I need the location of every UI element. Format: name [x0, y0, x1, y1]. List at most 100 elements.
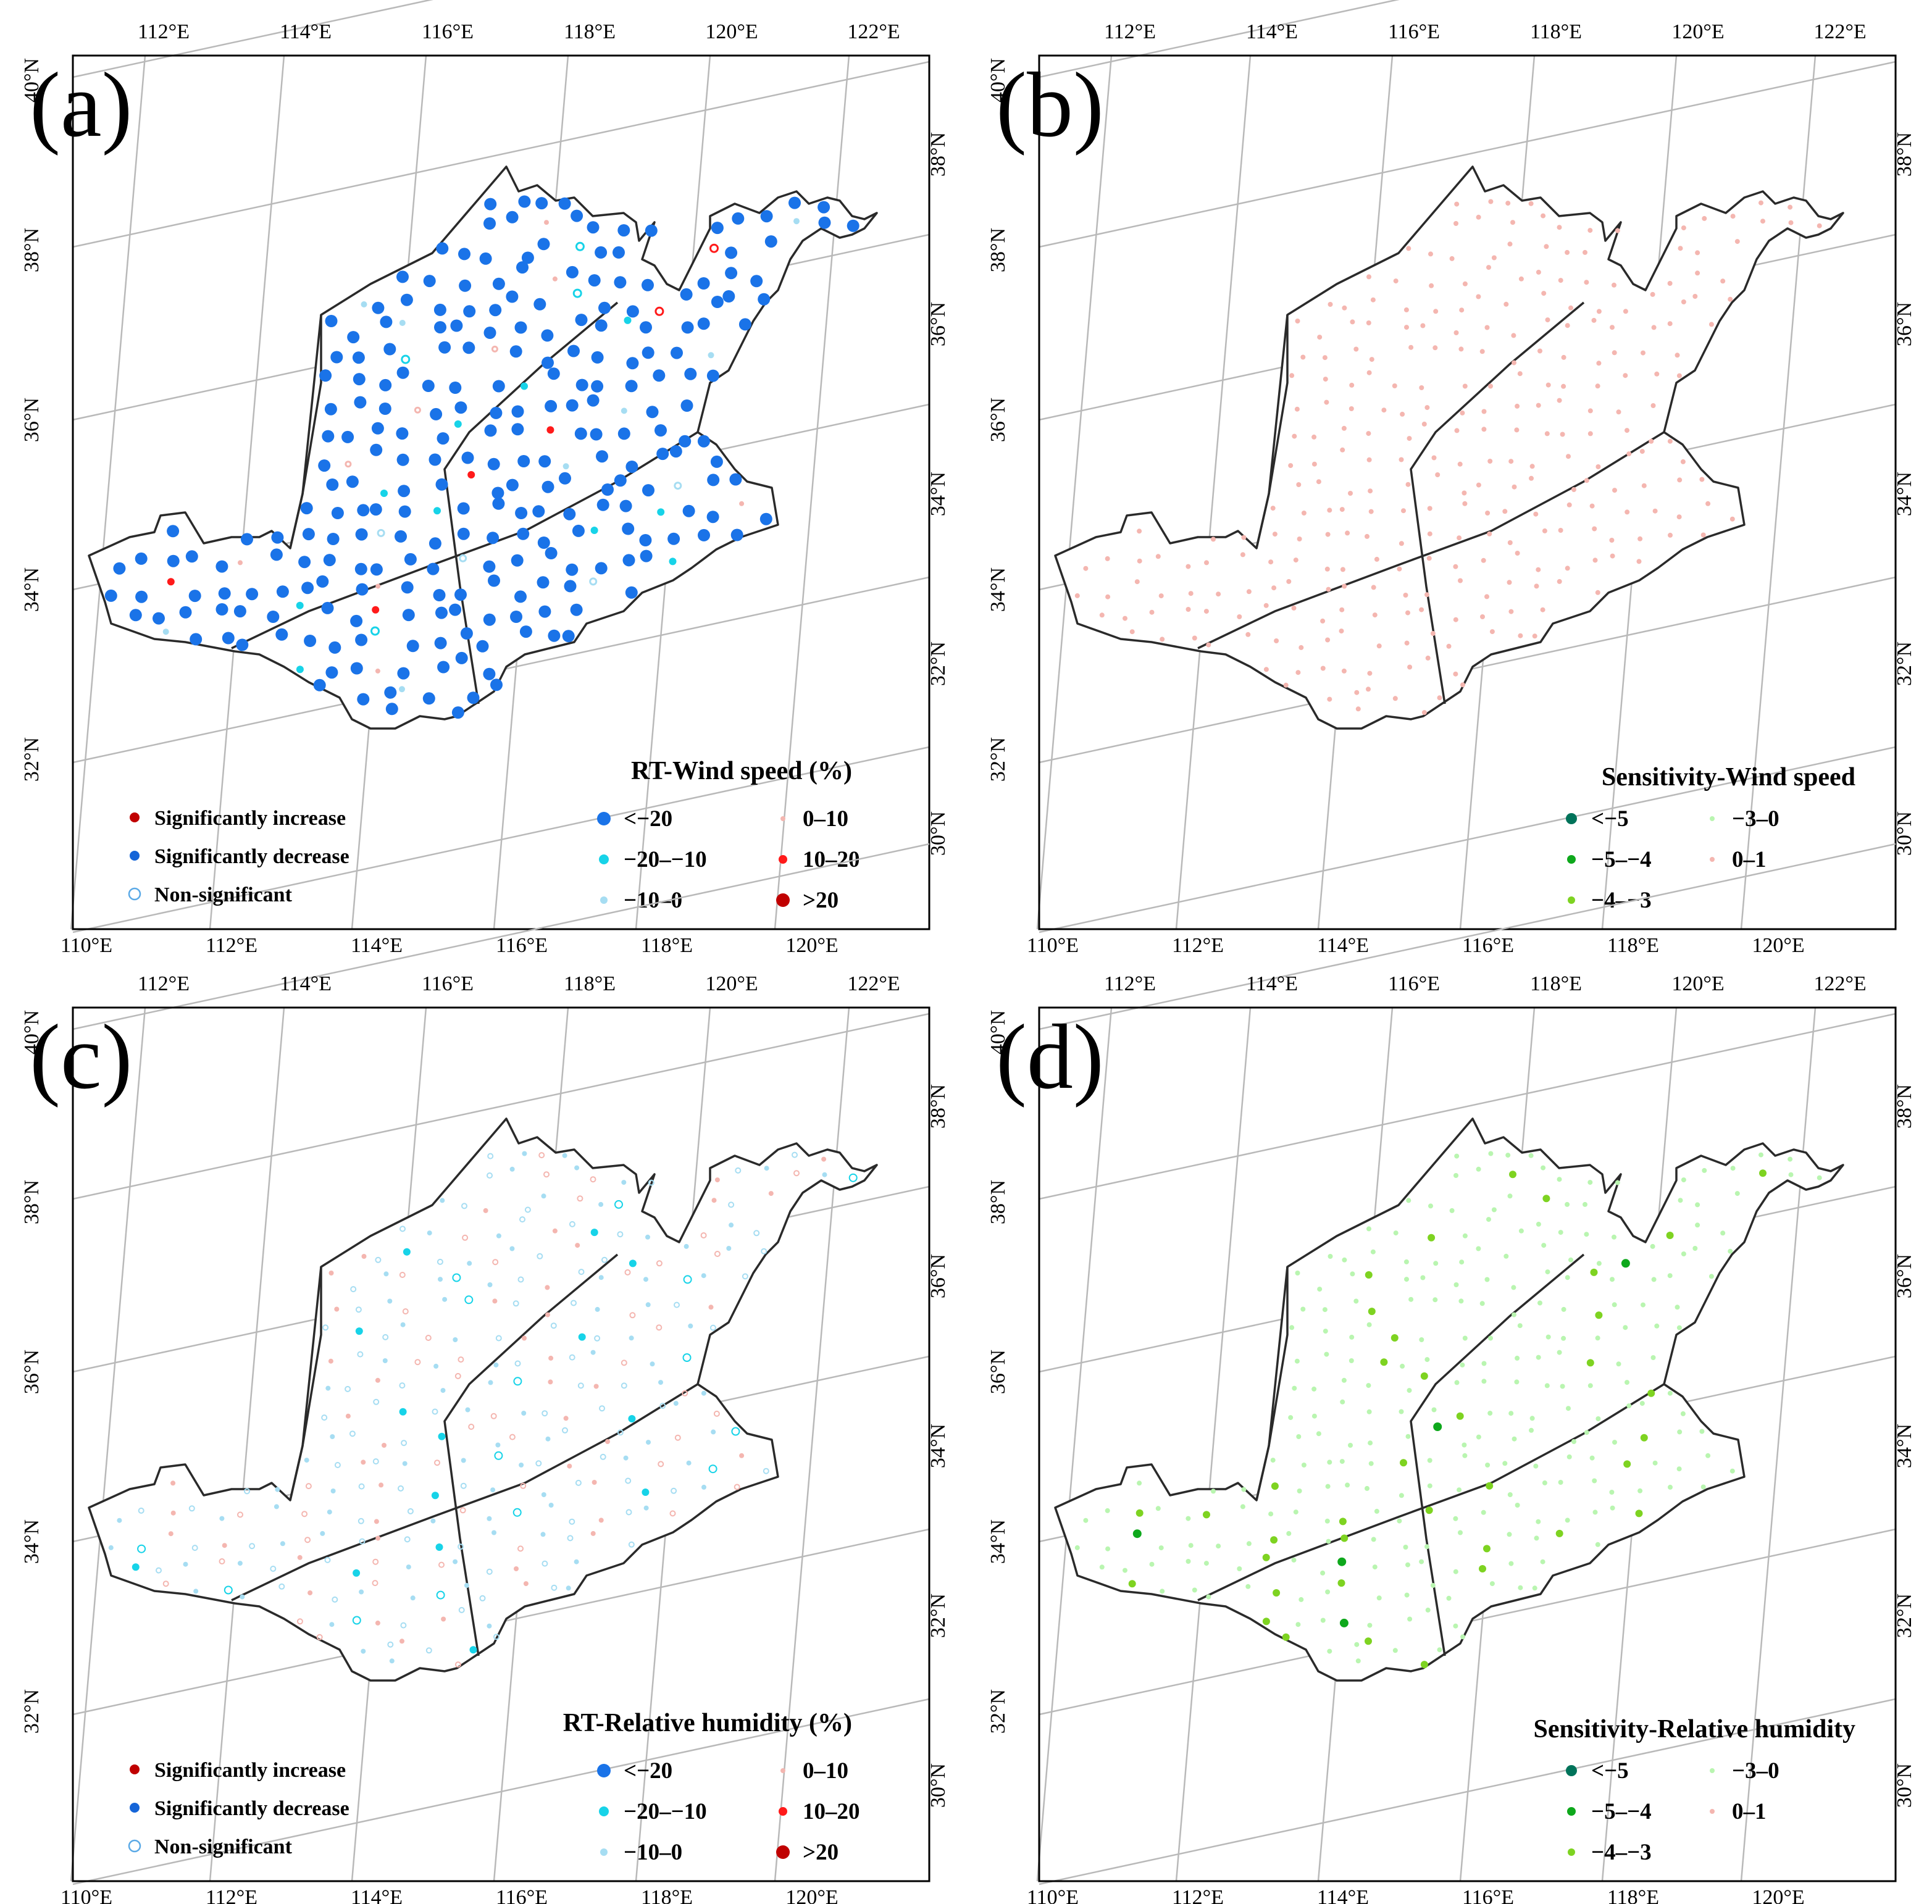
station-marker: [1155, 1506, 1161, 1511]
station-marker: [656, 1260, 663, 1267]
station-marker: [1393, 278, 1399, 284]
station-marker: [1453, 1282, 1459, 1287]
station-marker: [440, 1198, 445, 1203]
station-marker: [1565, 249, 1570, 255]
station-marker: [302, 528, 315, 541]
station-marker: [626, 305, 639, 318]
station-marker: [544, 220, 549, 225]
station-marker: [621, 407, 627, 414]
station-marker: [1545, 317, 1550, 323]
station-marker: [1515, 1503, 1520, 1508]
station-marker: [590, 1229, 598, 1237]
station-marker: [1788, 1172, 1794, 1177]
station-marker: [578, 1269, 585, 1276]
station-marker: [709, 243, 719, 253]
legend-swatch: [130, 812, 140, 822]
legend-swatch: [1566, 1765, 1577, 1776]
station-marker: [1488, 1335, 1493, 1341]
subregion-boundary: [289, 315, 322, 549]
station-marker: [399, 1408, 407, 1416]
legend-title: Sensitivity-Relative humidity: [1534, 1715, 1856, 1743]
right-lat-label: 36°N: [927, 1254, 950, 1298]
station-marker: [129, 609, 142, 622]
meridian-line: [70, 55, 146, 930]
station-marker: [1323, 1329, 1328, 1334]
station-marker: [1366, 370, 1372, 375]
station-marker: [575, 314, 588, 327]
station-marker: [454, 588, 467, 601]
station-marker: [738, 318, 751, 331]
top-lon-label: 120°E: [705, 972, 758, 995]
station-marker: [438, 1277, 443, 1282]
study-region: [1054, 165, 1844, 730]
station-marker: [1367, 670, 1373, 676]
station-marker: [458, 1606, 465, 1613]
station-marker: [464, 1295, 474, 1305]
station-marker: [1558, 278, 1563, 283]
station-marker: [625, 1477, 632, 1484]
station-marker: [1392, 696, 1398, 701]
station-marker: [1419, 385, 1424, 390]
station-marker: [739, 1453, 745, 1458]
station-marker: [1565, 566, 1570, 571]
station-marker: [400, 1322, 406, 1327]
station-marker: [1105, 1508, 1110, 1513]
station-marker: [596, 450, 608, 463]
bottom-lon-label: 112°E: [206, 934, 257, 957]
station-marker: [594, 1335, 601, 1342]
station-marker: [396, 427, 409, 440]
station-marker: [681, 321, 694, 334]
station-marker: [1667, 1390, 1673, 1396]
parallel-line: [1039, 1698, 1896, 1885]
station-marker: [484, 198, 497, 211]
station-marker: [629, 1312, 636, 1319]
station-marker: [430, 1518, 436, 1524]
station-marker: [1263, 667, 1269, 672]
station-marker: [191, 1545, 198, 1551]
station-marker: [598, 1275, 604, 1280]
station-marker: [562, 1427, 568, 1434]
panel-label: (a): [30, 54, 132, 156]
station-marker: [1446, 643, 1452, 649]
station-marker: [193, 1589, 199, 1594]
station-marker: [1273, 1589, 1281, 1597]
station-marker: [1676, 373, 1682, 378]
station-marker: [1720, 1230, 1726, 1236]
station-marker: [1676, 514, 1682, 520]
station-marker: [514, 1566, 519, 1571]
station-marker: [1188, 1543, 1194, 1548]
station-marker: [1105, 594, 1111, 599]
station-marker: [1425, 655, 1431, 661]
top-lon-label: 116°E: [1388, 972, 1440, 995]
station-marker: [1342, 1257, 1347, 1263]
legend-class-label: 0–1: [1732, 1799, 1767, 1824]
station-marker: [1462, 281, 1468, 286]
station-marker: [1325, 637, 1331, 643]
station-marker: [517, 455, 530, 467]
top-lon-label: 118°E: [1530, 20, 1582, 43]
station-marker: [1192, 635, 1197, 641]
station-marker: [378, 403, 391, 415]
station-marker: [1405, 482, 1411, 487]
legend-class-label: <−20: [624, 806, 672, 832]
station-marker: [1667, 1273, 1673, 1279]
station-marker: [329, 1622, 335, 1627]
station-marker: [1454, 201, 1460, 207]
station-marker: [378, 1482, 384, 1488]
station-marker: [1650, 1355, 1656, 1360]
station-marker: [414, 1359, 421, 1366]
station-marker: [1692, 294, 1698, 299]
station-marker: [683, 1275, 692, 1284]
station-marker: [1458, 1298, 1464, 1304]
map-frame: [72, 54, 930, 930]
station-marker: [1271, 1482, 1279, 1490]
station-marker: [237, 1561, 243, 1566]
station-marker: [492, 277, 505, 290]
top-lon-label: 122°E: [1813, 20, 1866, 43]
station-marker: [484, 424, 497, 437]
station-marker: [1327, 507, 1332, 513]
station-marker: [1625, 1380, 1629, 1385]
station-marker: [1647, 1389, 1655, 1397]
legend-class-label: 0–10: [803, 1758, 848, 1784]
station-marker: [617, 1429, 624, 1436]
